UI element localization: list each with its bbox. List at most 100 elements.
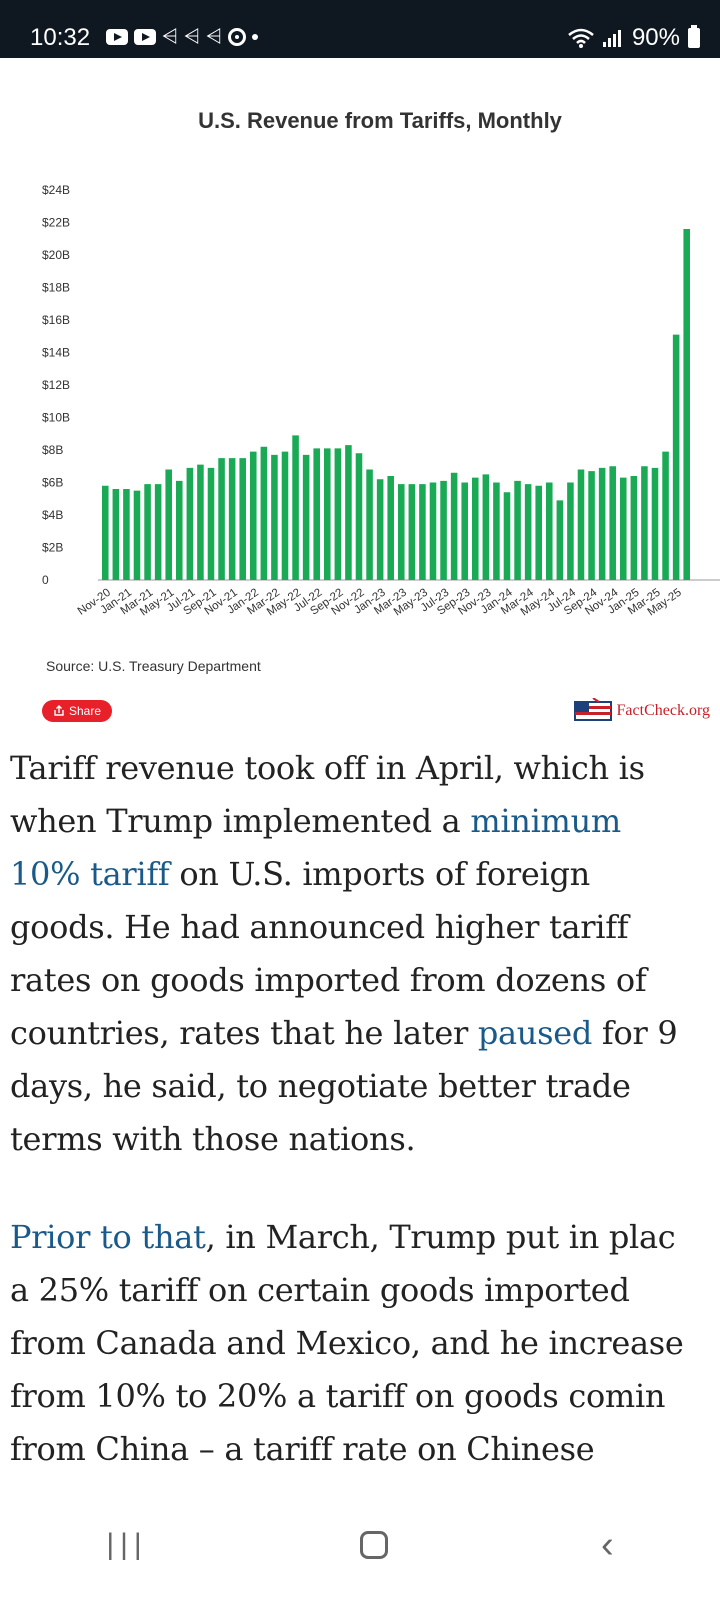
y-tick-label: $16B [42, 313, 70, 327]
wifi-icon [568, 28, 594, 48]
bar [641, 466, 648, 580]
app-circle-icon [228, 28, 246, 46]
bar [672, 334, 680, 580]
system-nav-bar: ||| ‹ [0, 1490, 720, 1600]
bar [176, 480, 183, 580]
bar [408, 484, 416, 580]
article-line: 10% tariff on U.S. imports of foreign [10, 848, 720, 901]
signal-icon [602, 30, 621, 47]
bar [503, 492, 511, 580]
article-link[interactable]: paused [477, 1014, 593, 1052]
article-text: a 25% tariff on certain goods imported [10, 1271, 630, 1309]
bar [651, 467, 659, 580]
recent-apps-button[interactable]: ||| [106, 1528, 148, 1561]
flag-icon [573, 698, 612, 721]
bar [123, 489, 130, 580]
bar [239, 458, 246, 580]
article-paragraph: Tariff revenue took off in April, which … [10, 742, 720, 1166]
bar [260, 446, 268, 580]
bar [197, 464, 204, 580]
bar [207, 467, 215, 580]
status-bar: 10:32 ⩤ ⩤ ⩤ 90% [0, 0, 720, 58]
bar [324, 448, 331, 580]
bar [662, 451, 669, 580]
bar [281, 451, 289, 580]
y-tick-label: $18B [42, 281, 70, 295]
bar [683, 229, 690, 580]
article-text: for 9 [592, 1014, 678, 1052]
article-text: , in March, Trump put in plac [205, 1218, 676, 1256]
bar [429, 482, 437, 580]
back-button[interactable]: ‹ [600, 1523, 614, 1566]
notification-icons: ⩤ ⩤ ⩤ [106, 26, 258, 48]
factcheck-logo[interactable]: FactCheck.org [573, 698, 710, 724]
bar [461, 482, 468, 580]
factcheck-logo-text: FactCheck.org [616, 702, 710, 719]
article-link[interactable]: minimum [470, 802, 621, 840]
y-tick-label: $24B [42, 183, 70, 197]
home-button[interactable] [360, 1531, 389, 1559]
bar [567, 482, 574, 580]
chart-source: Source: U.S. Treasury Department [46, 658, 261, 674]
article-link[interactable]: Prior to that [10, 1218, 206, 1256]
bar [366, 469, 373, 580]
article-line: a 25% tariff on certain goods imported [10, 1264, 720, 1317]
bar [630, 476, 638, 580]
bar [313, 448, 320, 580]
share-button[interactable]: Share [42, 700, 112, 722]
bar [450, 472, 458, 580]
bar [524, 484, 532, 580]
y-tick-label: $22B [42, 216, 70, 230]
bar [102, 485, 109, 580]
bar [292, 435, 299, 580]
bar [546, 482, 553, 580]
article-text: on U.S. imports of foreign [169, 855, 590, 893]
article-line: days, he said, to negotiate better trade [10, 1060, 720, 1113]
bar [588, 471, 595, 580]
article-line: Tariff revenue took off in April, which … [10, 742, 720, 795]
bar [250, 451, 257, 580]
article-line: terms with those nations. [10, 1113, 720, 1166]
y-tick-label: $2B [42, 541, 63, 555]
bar [398, 484, 405, 580]
article-text: goods. He had announced higher tariff [10, 908, 629, 946]
y-tick-label: $20B [42, 248, 70, 262]
bar [144, 484, 151, 580]
bar [440, 480, 447, 580]
article-link[interactable]: 10% tariff [10, 855, 170, 893]
article-line: rates on goods imported from dozens of [10, 954, 720, 1007]
youtube-icon [134, 29, 156, 45]
article-line: Prior to that, in March, Trump put in pl… [10, 1211, 720, 1264]
bar [598, 467, 606, 580]
bar [271, 454, 278, 580]
article-text: from China – a tariff rate on Chinese [10, 1430, 595, 1468]
bar [112, 489, 120, 580]
article-line: from 10% to 20% a tariff on goods comin [10, 1370, 720, 1423]
bar [535, 485, 542, 580]
bar [186, 467, 194, 580]
bar [387, 476, 394, 580]
y-tick-label: $4B [42, 508, 63, 522]
article-text: terms with those nations. [10, 1120, 416, 1158]
share-icon [54, 705, 64, 716]
chart-title: U.S. Revenue from Tariffs, Monthly [198, 108, 562, 133]
bar [577, 469, 585, 580]
bar [355, 453, 363, 580]
y-tick-label: $6B [42, 476, 63, 490]
share-label: Share [68, 704, 102, 718]
article-body: Tariff revenue took off in April, which … [10, 742, 720, 1521]
bar [165, 469, 172, 580]
y-tick-label: $12B [42, 378, 70, 392]
youtube-icon [106, 29, 128, 45]
tariff-revenue-chart: $24B $22B $20B $18B $16B $14B $12B $10B $8B $6B $4… [42, 183, 720, 618]
y-tick-label: $8B [42, 443, 63, 457]
battery-percent: 90% [631, 24, 680, 51]
bar [376, 479, 384, 580]
bird-app-icon: ⩤ [184, 26, 200, 48]
article-text: countries, rates that he later [10, 1014, 478, 1052]
article-text: when Trump implemented a [10, 802, 471, 840]
article-line: from China – a tariff rate on Chinese [10, 1423, 720, 1476]
article-text: days, he said, to negotiate better trade [10, 1067, 631, 1105]
bar [228, 458, 236, 580]
bar [609, 466, 616, 580]
